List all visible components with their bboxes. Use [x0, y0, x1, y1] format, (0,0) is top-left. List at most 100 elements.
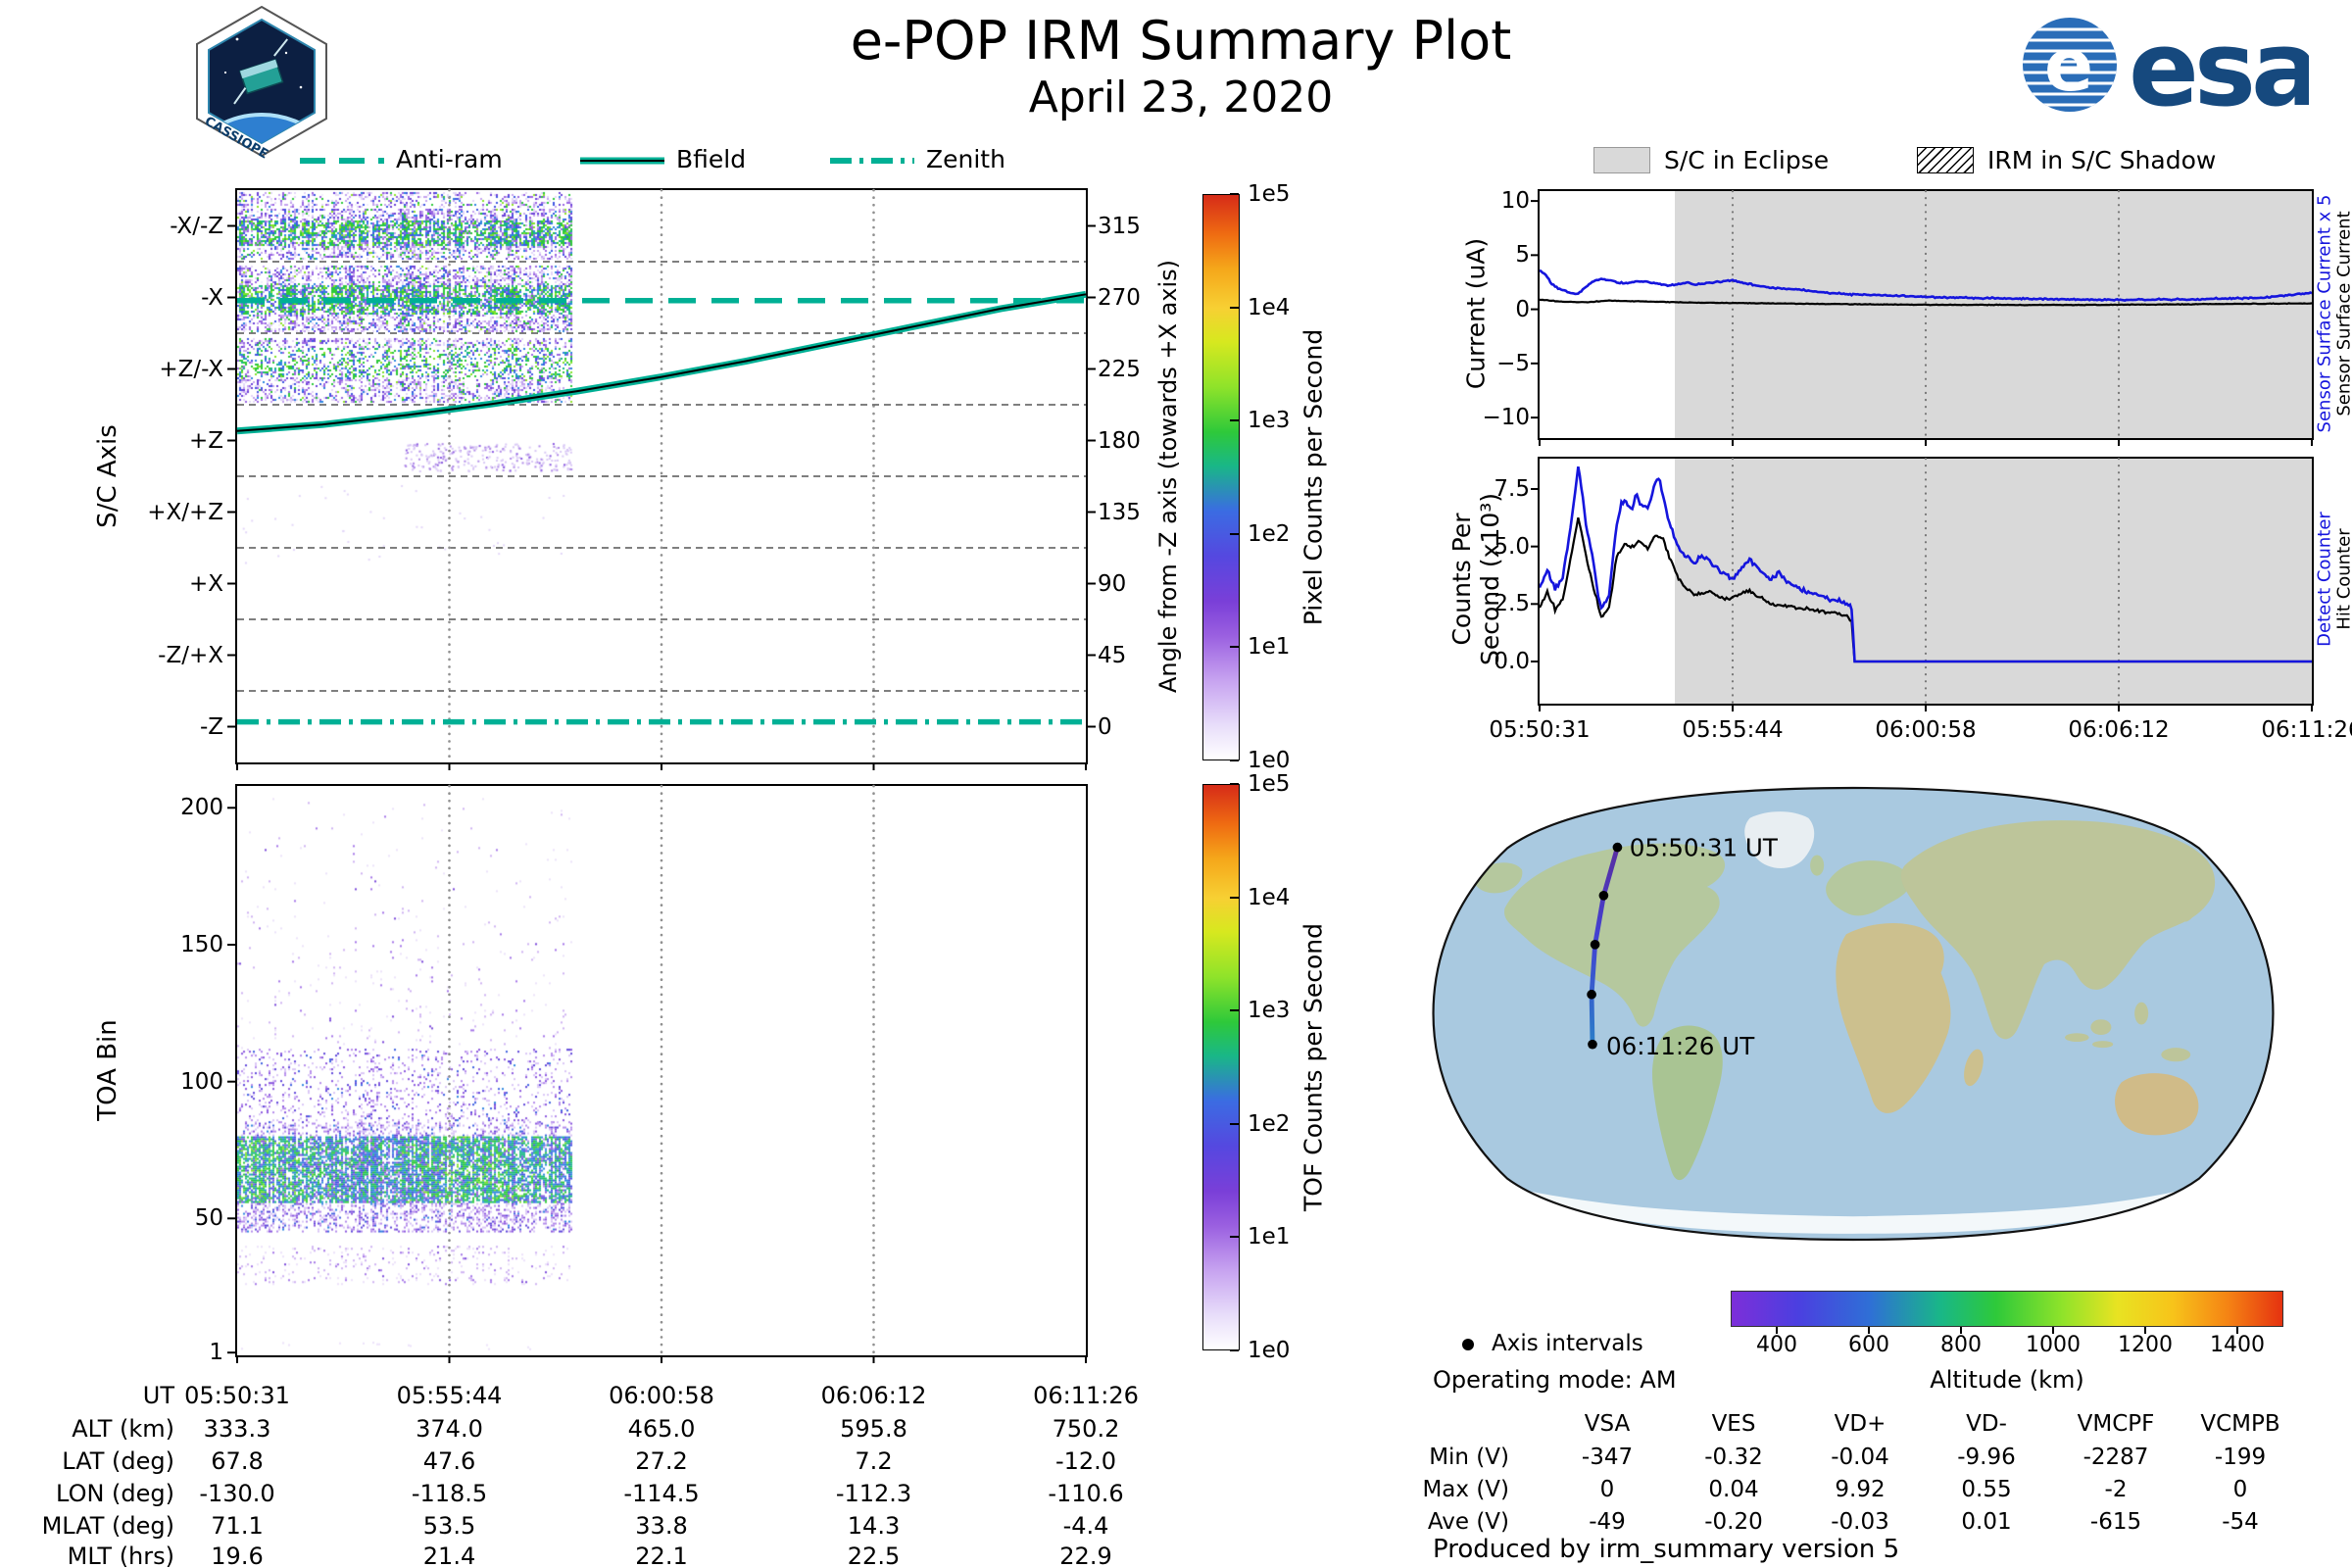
- ephemeris-value: 27.2: [635, 1447, 688, 1475]
- counts-right-label-black: Hit Counter: [2333, 528, 2352, 630]
- tof-colorbar-tick-label: 1e0: [1248, 1338, 1291, 1363]
- pixel-colorbar-tick-mark: [1230, 646, 1239, 649]
- eclipse-region: [1674, 459, 2312, 704]
- toa-plot: [227, 784, 1088, 1363]
- axis-category-label: +Z: [188, 427, 223, 454]
- pixel-colorbar-tick-mark: [1230, 760, 1239, 761]
- voltage-value: -615: [2089, 1509, 2142, 1535]
- eclipse-legend-swatch: [1593, 147, 1650, 173]
- axis-category-label: -X/-Z: [170, 213, 223, 239]
- current-ytick-label: 10: [1500, 188, 1530, 215]
- axis-category-label: +Z/-X: [159, 356, 223, 382]
- pixel-colorbar-tick-mark: [1230, 532, 1239, 535]
- ephemeris-value: 06:06:12: [820, 1382, 927, 1409]
- tof-colorbar-tick-mark: [1230, 1236, 1239, 1239]
- ephemeris-value: 595.8: [840, 1415, 907, 1443]
- track-end-label: 06:11:26 UT: [1606, 1032, 1755, 1060]
- axis-category-label: +X/+Z: [147, 499, 223, 525]
- tof-colorbar-tick-label: 1e1: [1248, 1224, 1291, 1250]
- ephemeris-value: -114.5: [623, 1480, 700, 1507]
- ephemeris-value: 67.8: [211, 1447, 264, 1475]
- time-xtick-label: 05:50:31: [1489, 717, 1591, 743]
- tof-colorbar-tick-mark: [1230, 1009, 1239, 1012]
- pixel-colorbar-title: Pixel Counts per Second: [1298, 328, 1328, 626]
- shadow-legend-swatch: [1917, 147, 1974, 173]
- counts-ylabel-line1: Counts Per: [1447, 513, 1476, 646]
- voltage-row-label: Min (V): [1429, 1445, 1509, 1470]
- current-ylabel: Current (uA): [1461, 237, 1491, 390]
- ephemeris-value: 05:50:31: [184, 1382, 290, 1409]
- ephemeris-value: -112.3: [835, 1480, 912, 1507]
- voltage-value: -0.32: [1704, 1445, 1763, 1470]
- voltage-col-header: VMCPF: [2077, 1411, 2155, 1437]
- current-ytick-label: −5: [1496, 350, 1530, 376]
- axis-category-label: -Z: [199, 713, 223, 740]
- ephemeris-value: -118.5: [411, 1480, 488, 1507]
- ephemeris-value: 333.3: [203, 1415, 271, 1443]
- axis-intervals-dot-icon: [1462, 1339, 1474, 1350]
- pixel-colorbar-tick-label: 1e0: [1248, 748, 1291, 773]
- altitude-tick-mark: [2236, 1327, 2239, 1334]
- tof-colorbar-tick-mark: [1230, 783, 1239, 785]
- counts-ytick-label: 5.0: [1494, 533, 1530, 560]
- ephemeris-row-label: MLAT (deg): [41, 1512, 174, 1540]
- counts-plot: [1531, 457, 2314, 711]
- tof-colorbar: [1202, 784, 1240, 1350]
- angle-tick-label: 0: [1098, 713, 1112, 740]
- time-xtick-label: 06:06:12: [2068, 717, 2170, 743]
- voltage-col-header: VD+: [1834, 1411, 1886, 1437]
- voltage-value: -2: [2104, 1477, 2128, 1502]
- current-plot: [1531, 189, 2314, 446]
- ephemeris-value: -110.6: [1048, 1480, 1124, 1507]
- axis-category-label: -Z/+X: [158, 642, 223, 668]
- ephemeris-value: 21.4: [422, 1543, 476, 1568]
- angle-tick-label: 180: [1098, 427, 1141, 454]
- voltage-value: -347: [1581, 1445, 1634, 1470]
- ephemeris-value: 14.3: [847, 1512, 901, 1540]
- toa-spectrogram-canvas: [237, 786, 1086, 1355]
- ephemeris-value: 750.2: [1052, 1415, 1120, 1443]
- ephemeris-value: 22.1: [635, 1543, 688, 1568]
- legend-label-bfield: Bfield: [676, 145, 747, 173]
- pixel-colorbar-tick-label: 1e1: [1248, 634, 1291, 661]
- tof-colorbar-tick-label: 1e3: [1248, 998, 1291, 1024]
- counts-ytick-label: 2.5: [1494, 591, 1530, 617]
- angle-tick-label: 90: [1098, 570, 1127, 597]
- angle-tick-label: 315: [1098, 213, 1141, 239]
- toa-tick-label: 200: [180, 795, 223, 821]
- voltage-value: 9.92: [1835, 1477, 1886, 1502]
- eclipse-legend-label: S/C in Eclipse: [1664, 146, 1830, 174]
- counts-ytick-label: 0.0: [1494, 649, 1530, 674]
- voltage-row-label: Max (V): [1422, 1477, 1509, 1502]
- voltage-value: -9.96: [1957, 1445, 2016, 1470]
- altitude-tick-mark: [1868, 1327, 1870, 1334]
- time-xtick-label: 06:00:58: [1875, 717, 1977, 743]
- ephemeris-row-label: ALT (km): [72, 1415, 174, 1443]
- cassiope-logo: CASSIOPE: [196, 5, 327, 159]
- ephemeris-value: 47.6: [422, 1447, 476, 1475]
- voltage-value: -0.03: [1831, 1509, 1889, 1535]
- footer-version-text: Produced by irm_summary version 5: [1433, 1535, 1900, 1564]
- sc-axis-plot: [227, 188, 1096, 770]
- eclipse-region: [1674, 191, 2312, 438]
- altitude-tick-mark: [1775, 1327, 1778, 1334]
- toa-ylabel: TOA Bin: [93, 1019, 122, 1121]
- voltage-col-header: VCMPB: [2200, 1411, 2280, 1437]
- toa-tick-label: 100: [180, 1068, 223, 1095]
- counts-ytick-label: 7.5: [1494, 475, 1530, 502]
- voltage-value: 0.55: [1961, 1477, 2012, 1502]
- ephemeris-value: -4.4: [1062, 1512, 1109, 1540]
- ephemeris-value: 22.5: [847, 1543, 901, 1568]
- ephemeris-row-label: MLT (hrs): [67, 1543, 174, 1568]
- map-outline: [1432, 786, 2275, 1242]
- pixel-colorbar-tick-label: 1e5: [1248, 181, 1291, 207]
- ephemeris-value: 374.0: [416, 1415, 483, 1443]
- voltage-value: 0.04: [1708, 1477, 1759, 1502]
- page-title: e-POP IRM Summary Plot: [850, 10, 1512, 72]
- current-ytick-label: −10: [1482, 405, 1530, 431]
- altitude-tick-mark: [2051, 1327, 2054, 1334]
- altitude-tick-label: 400: [1755, 1333, 1797, 1357]
- ephemeris-value: -12.0: [1054, 1447, 1117, 1475]
- ephemeris-value: 465.0: [627, 1415, 696, 1443]
